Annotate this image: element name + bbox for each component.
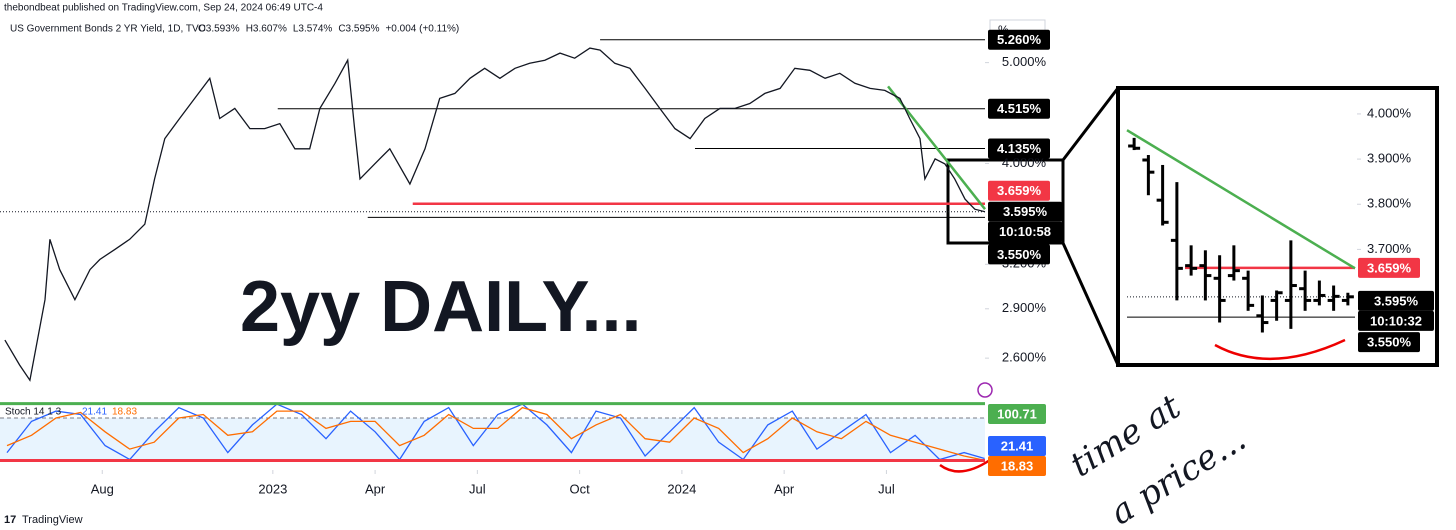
level-label: 4.515%: [997, 101, 1042, 116]
hand-stroke: [1214, 338, 1346, 360]
footer-logo: TradingView: [22, 514, 83, 526]
zoom-box: [946, 158, 1065, 245]
countdown: 10:10:58: [999, 224, 1051, 239]
price-line: [6, 406, 985, 461]
level-label-box: [988, 29, 1050, 50]
last-price-label: 3.595%: [1374, 293, 1419, 308]
stoch-level-label: 100.71: [997, 406, 1037, 421]
level-label: 4.135%: [997, 141, 1042, 156]
x-tick-label: Aug: [91, 481, 114, 496]
legend-value: O3.593%: [198, 24, 240, 35]
x-tick-label: Oct: [570, 481, 591, 496]
legend-value: +0.004 (+0.11%): [385, 24, 459, 35]
level-label-box: [988, 244, 1050, 265]
x-tick-label: Apr: [365, 481, 386, 496]
level-label: 3.550%: [997, 247, 1042, 262]
legend-value: L3.574%: [293, 24, 333, 35]
level-label-box: [988, 180, 1050, 201]
legend-title: US Government Bonds 2 YR Yield, 1D, TVC: [10, 24, 206, 35]
level-label: 3.659%: [1367, 260, 1412, 275]
x-tick-label: 2023: [258, 481, 287, 496]
stoch-value-label-box: [988, 456, 1046, 476]
stoch-value-label: 21.41: [1001, 438, 1034, 453]
stoch-value-label: 18.83: [1001, 458, 1034, 473]
stoch-legend-value: 21.41: [82, 407, 107, 418]
level-label-box: [988, 98, 1050, 119]
publisher: thebondbeat published on TradingView.com…: [4, 3, 323, 14]
y-tick-label: 2.600%: [1002, 350, 1047, 365]
stoch-band: [0, 417, 985, 460]
y-tick-label: 2.900%: [1002, 300, 1047, 315]
last-price-label: 3.595%: [1003, 204, 1048, 219]
hand-stroke: [939, 458, 991, 473]
zoom-connector: [1061, 242, 1120, 366]
x-tick-label: Apr: [774, 481, 795, 496]
last-price-label-box: [988, 201, 1062, 222]
level-label: 5.260%: [997, 32, 1042, 47]
y-tick-label: 3.700%: [1367, 241, 1412, 256]
price-line: [4, 47, 986, 382]
price-line: [6, 403, 985, 461]
y-tick-label: 3.800%: [1367, 196, 1412, 211]
y-tick-label: 4.000%: [1367, 105, 1412, 120]
trendline: [1126, 129, 1356, 270]
stoch-title: Stoch 14 1 3: [5, 407, 62, 418]
level-label-box: [988, 138, 1050, 159]
stoch-level-label-box: [988, 404, 1046, 424]
x-tick-label: 2024: [667, 481, 696, 496]
stoch-value-label-box: [988, 436, 1046, 456]
level-label-box: [1358, 332, 1420, 353]
headline: 2yy DAILY...: [240, 267, 642, 347]
level-label-box: [1358, 257, 1420, 278]
countdown: 10:10:32: [1370, 313, 1422, 328]
x-tick-label: Jul: [878, 481, 895, 496]
countdown-box: [1358, 310, 1434, 331]
legend-value: H3.607%: [246, 24, 287, 35]
alert-icon: [977, 382, 993, 398]
y-tick-label: 5.000%: [1002, 54, 1047, 69]
level-label: 3.659%: [997, 183, 1042, 198]
y-tick-label: 4.000%: [1002, 155, 1047, 170]
zoom-connector: [1061, 87, 1120, 161]
y-tick-label: 3.900%: [1367, 151, 1412, 166]
stoch-legend-value: 18.83: [112, 407, 137, 418]
logo-mark: 17: [4, 514, 16, 526]
last-price-label-box: [1358, 290, 1434, 311]
countdown-box: [988, 221, 1062, 242]
legend-value: C3.595%: [338, 24, 379, 35]
level-label: 3.550%: [1367, 335, 1412, 350]
x-tick-label: Jul: [469, 481, 486, 496]
